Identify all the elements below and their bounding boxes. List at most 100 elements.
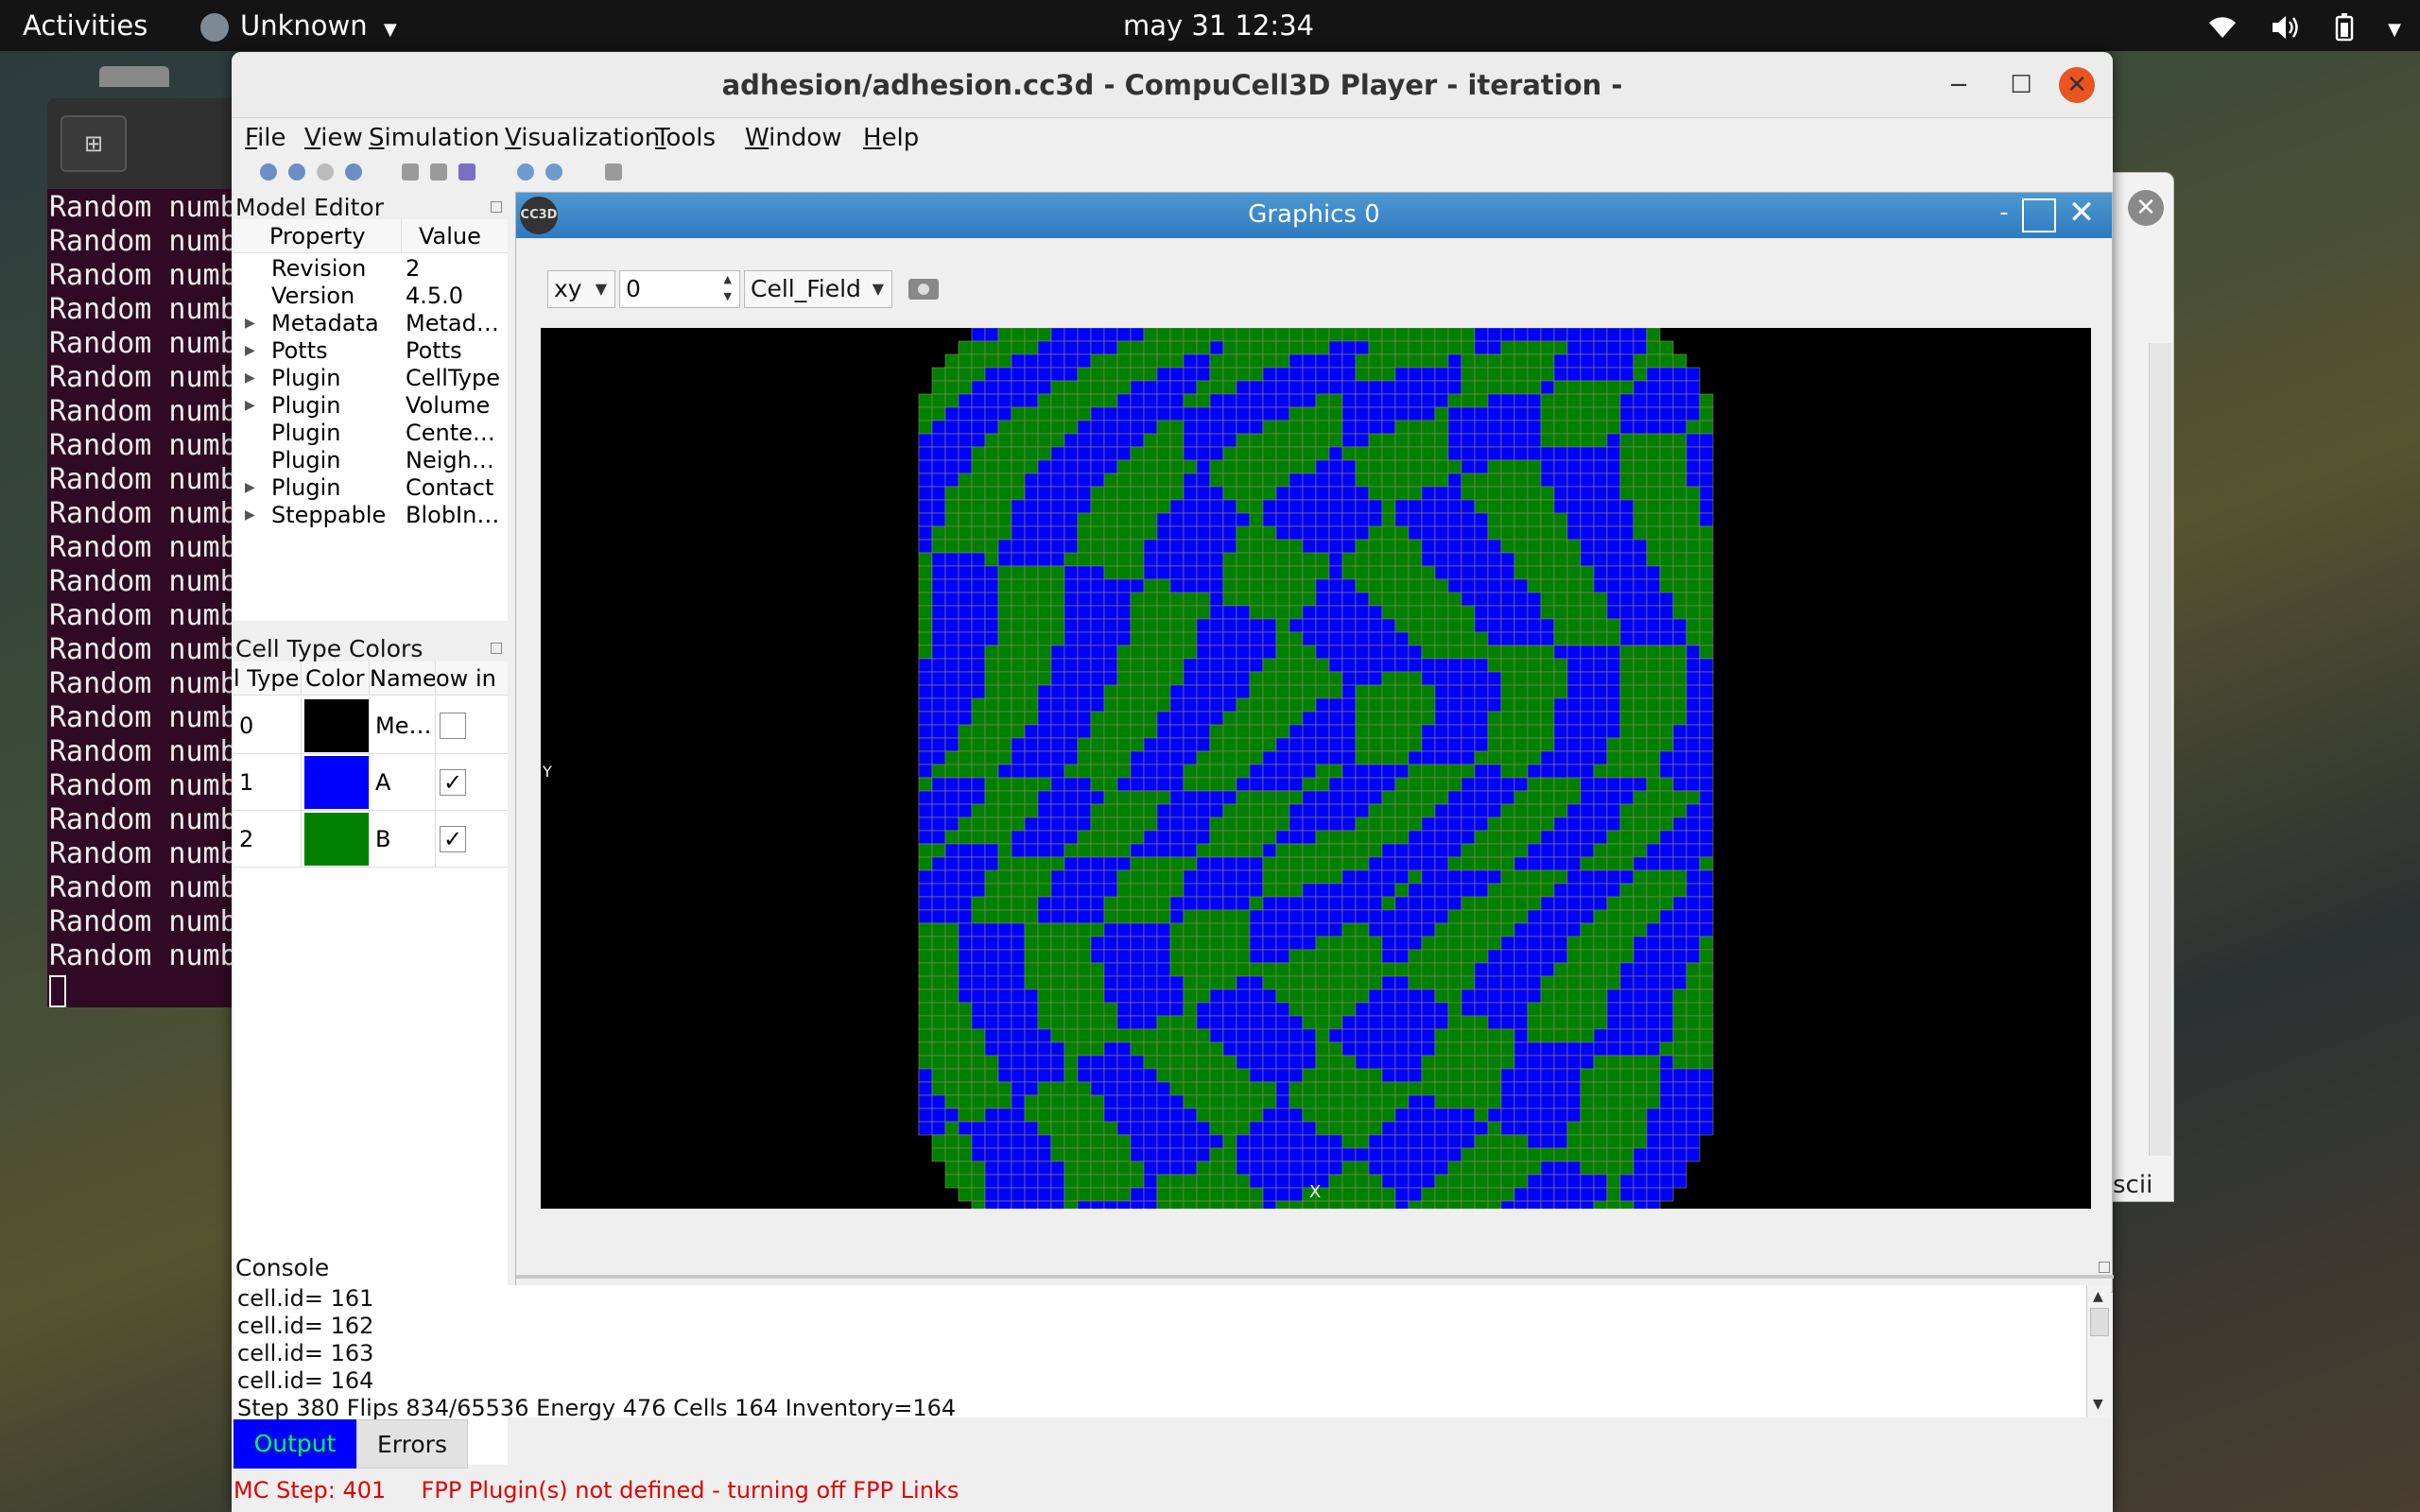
cell-type-colors-title: Cell Type Colors [235,635,424,662]
scroll-thumb[interactable] [2090,1308,2109,1336]
zoom-in-icon[interactable] [517,163,534,180]
tree-row-property: Metadata [271,310,379,336]
cell-type-color-cell[interactable] [302,811,370,868]
close-button[interactable]: ✕ [2067,194,2096,232]
show-checkbox[interactable]: ✓ [440,826,466,852]
spin-arrows-icon[interactable]: ▲ ▼ [723,273,732,302]
maximize-button[interactable]: ☐ [2010,71,2032,99]
show-column-header[interactable]: ow in [436,662,508,696]
scroll-down-icon[interactable]: ▼ [2093,1397,2103,1412]
chevron-down-icon: ▼ [2388,20,2401,40]
undock-icon[interactable] [2099,1262,2110,1273]
expand-arrow-icon[interactable]: ▶ [245,316,255,331]
open-file-icon[interactable] [402,163,419,180]
maximize-button[interactable] [2022,198,2056,232]
activities-button[interactable]: Activities [23,9,148,42]
chevron-down-icon: ▼ [595,280,607,298]
cell-type-color-cell[interactable] [302,697,370,754]
cell-type-row[interactable]: 1 A ✓ [233,754,508,811]
tree-row[interactable]: ▶ Plugin Volume [233,392,508,420]
slice-spinbox[interactable]: 0 ▲ ▼ [619,270,740,308]
terminal-line: Random numb [49,293,237,326]
scrollbar[interactable] [2149,343,2171,1156]
edit-icon[interactable] [458,163,475,180]
color-swatch[interactable] [304,756,369,809]
type-column-header[interactable]: l Type [233,662,302,696]
terminal-line: Random numb [49,191,237,224]
new-window-icon[interactable] [605,163,622,180]
menu-visualization[interactable]: Visualization [505,124,660,152]
show-checkbox[interactable] [440,713,466,739]
menu-help[interactable]: Help [863,124,919,152]
zoom-out-icon[interactable] [545,163,562,180]
system-tray[interactable]: ▼ [2183,0,2401,51]
step-icon[interactable] [288,163,305,180]
graphics-window[interactable]: CC3D Graphics 0 - ✕ xy ▼ 0 ▲ ▼ Cell_Field… [515,192,2114,1293]
plane-select[interactable]: xy ▼ [547,270,615,308]
menu-file[interactable]: File [245,124,286,152]
cell-type-color-cell[interactable] [302,754,370,811]
chevron-down-icon: ▼ [872,280,884,298]
field-select[interactable]: Cell_Field ▼ [744,270,892,308]
tree-row[interactable]: ▶ Steppable BlobIn… [233,502,508,529]
expand-arrow-icon[interactable]: ▶ [245,343,255,358]
color-swatch[interactable] [304,699,369,752]
tree-row[interactable]: Version 4.5.0 [233,283,508,310]
scroll-up-icon[interactable]: ▲ [2093,1289,2103,1304]
tab-errors[interactable]: Errors [356,1419,468,1469]
menu-simulation[interactable]: Simulation [369,124,500,152]
tree-row-value: Metad… [406,310,499,336]
cell-type-id: 0 [233,697,302,754]
undock-icon[interactable] [491,201,502,213]
tree-row[interactable]: ▶ Plugin Contact [233,474,508,502]
console-line: cell.id= 162 [237,1313,374,1339]
pause-icon[interactable] [317,163,334,180]
color-column-header[interactable]: Color [302,662,370,696]
app-menu[interactable]: Unknown ▼ [200,0,397,51]
clock[interactable]: may 31 12:34 [1123,9,1315,42]
run-icon[interactable] [260,163,277,180]
tree-row[interactable]: Revision 2 [233,255,508,283]
console-output[interactable]: cell.id= 161 cell.id= 162 cell.id= 163 cell… [233,1285,2086,1421]
undock-icon[interactable] [491,643,502,654]
color-swatch[interactable] [304,813,369,866]
minimize-button[interactable]: - [1999,198,2009,227]
value-column-header[interactable]: Value [402,219,508,253]
expand-arrow-icon[interactable]: ▶ [245,398,255,413]
expand-arrow-icon[interactable]: ▶ [245,507,255,523]
menu-tools[interactable]: Tools [655,124,716,152]
name-column-header[interactable]: Name [370,662,436,696]
graphics-titlebar[interactable]: CC3D Graphics 0 - ✕ [516,193,2112,238]
stop-icon[interactable] [345,163,362,180]
show-checkbox[interactable]: ✓ [440,769,466,796]
tree-row[interactable]: ▶ Metadata Metad… [233,310,508,337]
menu-view[interactable]: View [304,124,363,152]
expand-arrow-icon[interactable]: ▶ [245,480,255,495]
menu-window[interactable]: Window [745,124,842,152]
cell-field-canvas[interactable]: Y X [541,328,2091,1209]
window-titlebar[interactable]: adhesion/adhesion.cc3d - CompuCell3D Pla… [232,52,2113,118]
compucell3d-player-window: adhesion/adhesion.cc3d - CompuCell3D Pla… [232,52,2114,1512]
expand-arrow-icon[interactable]: ▶ [245,370,255,386]
tree-row[interactable]: Plugin Neigh… [233,447,508,474]
property-column-header[interactable]: Property [233,219,402,253]
tools-icon[interactable] [430,163,447,180]
gnome-top-bar: Activities Unknown ▼ may 31 12:34 ▼ [0,0,2420,51]
terminal-line: Random numb [49,939,237,972]
new-tab-icon[interactable]: ⊞ [60,115,127,172]
tree-row[interactable]: ▶ Potts Potts [233,337,508,365]
console-scrollbar[interactable]: ▲ ▼ [2086,1285,2111,1418]
terminal-window[interactable]: ⊞ Random numb Random numb Random numb Rando… [47,98,246,1007]
tab-output[interactable]: Output [233,1419,356,1469]
minimize-button[interactable]: − [1948,71,1969,99]
close-button[interactable]: ✕ [2059,67,2095,103]
close-icon[interactable]: ✕ [2128,190,2164,226]
tree-row[interactable]: ▶ Plugin CellType [233,365,508,392]
model-editor-tree[interactable]: Property Value Revision 2 Version 4.5.0 ▶ Met… [233,219,508,621]
camera-icon[interactable] [908,279,939,300]
cell-type-row[interactable]: 0 Me… [233,697,508,754]
console-line: Step 380 Flips 834/65536 Energy 476 Cell… [237,1395,957,1421]
tree-row[interactable]: Plugin Cente… [233,420,508,447]
tree-row-property: Version [271,283,355,309]
cell-type-row[interactable]: 2 B ✓ [233,811,508,868]
